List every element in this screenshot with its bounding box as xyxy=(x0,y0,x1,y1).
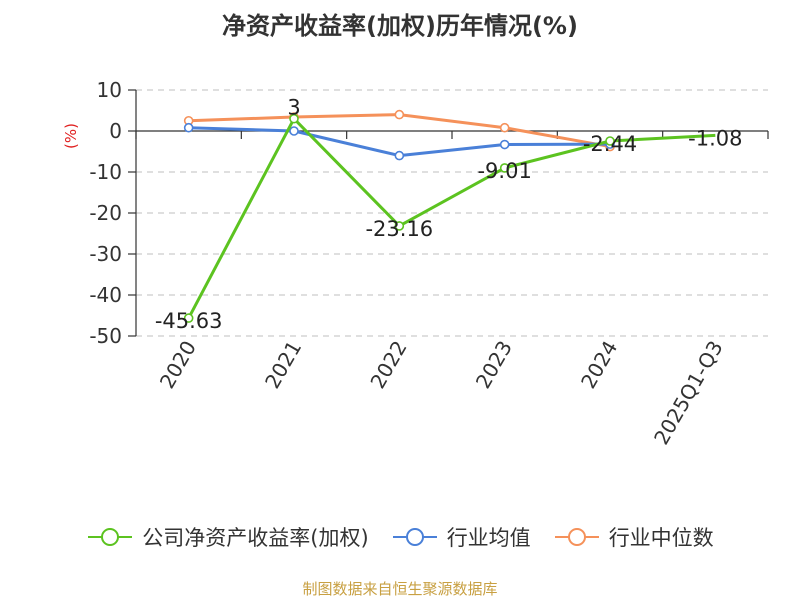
series-line-0 xyxy=(187,117,716,319)
line-chart: 10 0 -10 -20 -30 -40 -50 2020 2021 2022 2023 2024 20… xyxy=(89,78,769,449)
data-label-2025Q1-Q3: -1.08 xyxy=(688,126,742,150)
y-tick-label--10: -10 xyxy=(89,160,122,184)
x-tick-label-2025Q1-Q3: 2025Q1-Q3 xyxy=(649,337,728,449)
x-tick-label-2021: 2021 xyxy=(260,337,306,393)
series-2-point-2022 xyxy=(394,109,405,120)
series-1-point-2021 xyxy=(289,126,299,136)
series-0-point-2020 xyxy=(183,313,194,323)
data-label-2020: -45.63 xyxy=(155,309,223,333)
legend-item-company[interactable]: 公司净资产收益率(加权) xyxy=(86,522,369,552)
y-tick-label-0: 0 xyxy=(109,119,122,143)
series-1-point-2022 xyxy=(394,150,405,161)
series-0-point-2022 xyxy=(394,221,405,231)
x-tick-label-2020: 2020 xyxy=(155,337,201,393)
chart-title: 净资产收益率(加权)历年情况(%) xyxy=(222,12,578,40)
legend: 公司净资产收益率(加权) 行业均值 行业中位数 xyxy=(0,522,800,552)
y-tick-label-10: 10 xyxy=(97,78,122,102)
legend-marker-industry-mean xyxy=(392,528,437,546)
y-tick-label--20: -20 xyxy=(89,201,122,225)
x-tick-label-2023: 2023 xyxy=(471,337,517,393)
series-0-point-2024 xyxy=(605,136,615,146)
series-1-point-2023 xyxy=(499,139,510,150)
legend-label-industry-median: 行业中位数 xyxy=(608,526,714,550)
legend-item-industry-mean[interactable]: 行业均值 xyxy=(391,522,531,552)
legend-marker-industry-median xyxy=(554,528,599,546)
data-label-2022: -23.16 xyxy=(365,217,433,241)
series-0-point-2023 xyxy=(499,163,510,173)
data-label-2024: -2.44 xyxy=(583,132,637,156)
y-tick-label--40: -40 xyxy=(89,283,122,307)
data-label-2021: 3 xyxy=(287,96,300,120)
series-0-point-2021 xyxy=(289,113,299,124)
legend-marker-company xyxy=(88,528,133,546)
x-tick-label-2024: 2024 xyxy=(576,337,622,393)
series-1-point-2020 xyxy=(183,122,194,133)
legend-item-industry-median[interactable]: 行业中位数 xyxy=(553,522,714,552)
y-tick-label--30: -30 xyxy=(89,242,122,266)
data-source-footer: 制图数据来自恒生聚源数据库 xyxy=(302,580,498,598)
x-tick-label-2022: 2022 xyxy=(365,337,411,393)
y-tick-label--50: -50 xyxy=(89,324,122,348)
series-2-point-2023 xyxy=(499,122,510,133)
legend-label-company: 公司净资产收益率(加权) xyxy=(142,526,369,550)
legend-label-industry-mean: 行业均值 xyxy=(446,526,531,550)
data-label-2023: -9.01 xyxy=(477,159,531,183)
